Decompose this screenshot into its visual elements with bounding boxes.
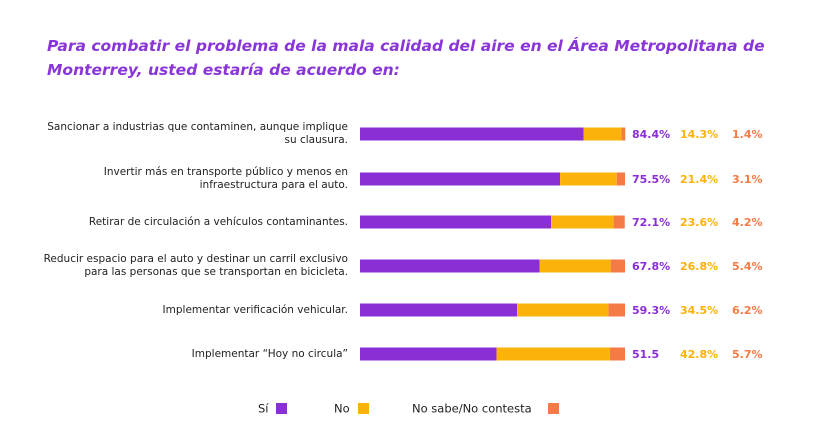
bar-segment bbox=[360, 303, 518, 317]
bar-segment bbox=[360, 259, 540, 273]
legend-label: No bbox=[334, 402, 350, 416]
legend-swatch bbox=[548, 403, 559, 414]
chart-title: Para combatir el problema de la mala cal… bbox=[47, 37, 765, 79]
value-label: 6.2% bbox=[732, 304, 763, 317]
value-label: 59.3% bbox=[632, 304, 670, 317]
legend-swatch bbox=[358, 403, 369, 414]
bar-segment bbox=[496, 347, 610, 361]
category-label: Sancionar a industrias que contaminen, a… bbox=[47, 121, 348, 146]
value-label: 75.5% bbox=[632, 173, 670, 186]
bar-segment bbox=[360, 347, 497, 361]
value-label: 5.7% bbox=[732, 348, 763, 361]
bar-segment bbox=[609, 347, 625, 361]
value-label: 67.8% bbox=[632, 260, 670, 273]
bar-segment bbox=[360, 127, 584, 141]
value-label: 3.1% bbox=[732, 173, 763, 186]
bar-segment bbox=[360, 215, 552, 229]
legend-label: No sabe/No contesta bbox=[412, 402, 532, 416]
value-label: 14.3% bbox=[680, 128, 718, 141]
bar-segment bbox=[560, 172, 617, 186]
bar-segment bbox=[621, 127, 626, 141]
bar-segment bbox=[360, 172, 561, 186]
bar-segment bbox=[613, 215, 625, 229]
bar-segment bbox=[517, 303, 609, 317]
bar-segment bbox=[608, 303, 625, 317]
value-label: 26.8% bbox=[680, 260, 718, 273]
bar-segment bbox=[583, 127, 622, 141]
bar-segment bbox=[616, 172, 625, 186]
value-label: 21.4% bbox=[680, 173, 718, 186]
category-label: Implementar verificación vehicular. bbox=[162, 303, 348, 316]
value-label: 5.4% bbox=[732, 260, 763, 273]
value-label: 84.4% bbox=[632, 128, 670, 141]
bar-segment bbox=[539, 259, 611, 273]
bar-segment bbox=[610, 259, 625, 273]
legend-swatch bbox=[276, 403, 287, 414]
bar-segment bbox=[551, 215, 614, 229]
category-label: Retirar de circulación a vehículos conta… bbox=[88, 215, 348, 228]
value-label: 42.8% bbox=[680, 348, 718, 361]
category-label: Invertir más en transporte público y men… bbox=[103, 166, 348, 191]
value-label: 1.4% bbox=[732, 128, 763, 141]
legend-label: Sí bbox=[258, 402, 269, 416]
value-label: 23.6% bbox=[680, 216, 718, 229]
value-label: 34.5% bbox=[680, 304, 718, 317]
category-label: Implementar “Hoy no circula” bbox=[191, 347, 348, 360]
value-label: 72.1% bbox=[632, 216, 670, 229]
value-label: 4.2% bbox=[732, 216, 763, 229]
category-label: Reducir espacio para el auto y destinar … bbox=[43, 253, 348, 278]
value-label: 51.5 bbox=[632, 348, 659, 361]
